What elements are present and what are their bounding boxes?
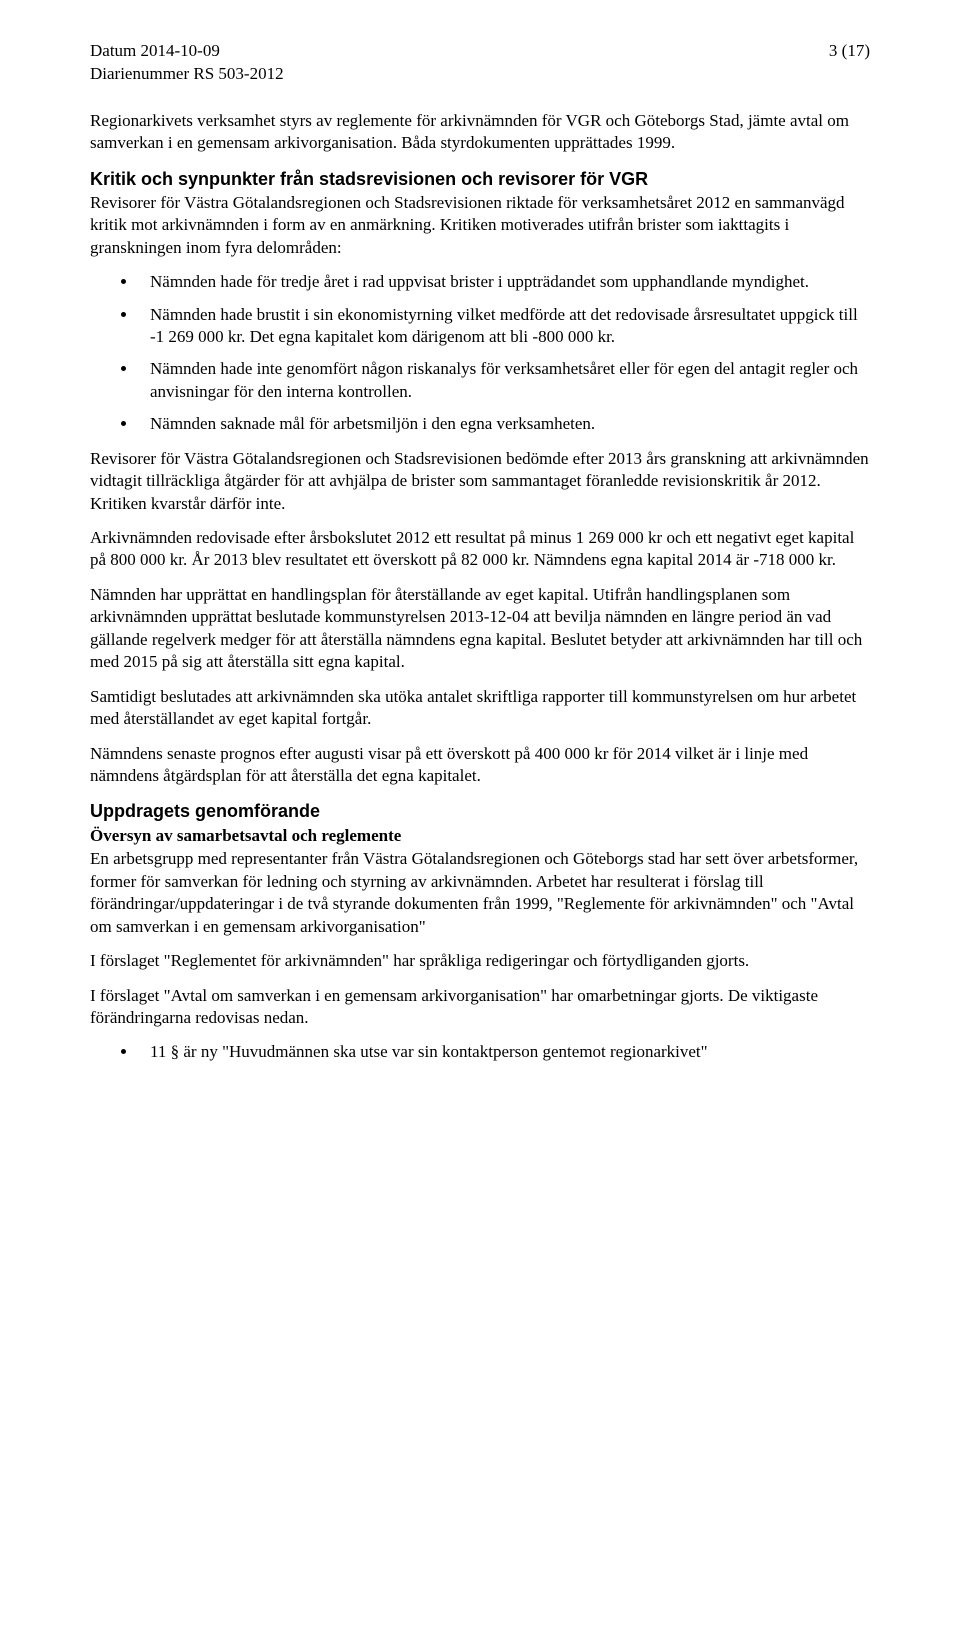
header-left: Datum 2014-10-09 Diarienummer RS 503-201… (90, 40, 284, 86)
list-item: Nämnden hade för tredje året i rad uppvi… (138, 271, 870, 293)
list-item: Nämnden saknade mål för arbetsmiljön i d… (138, 413, 870, 435)
kritik-p4: Nämnden har upprättat en handlingsplan f… (90, 584, 870, 674)
kritik-p2: Revisorer för Västra Götalandsregionen o… (90, 448, 870, 515)
kritik-p5: Samtidigt beslutades att arkivnämnden sk… (90, 686, 870, 731)
kritik-p6: Nämndens senaste prognos efter augusti v… (90, 743, 870, 788)
section-heading-uppdrag: Uppdragets genomförande (90, 801, 870, 822)
list-item: Nämnden hade inte genomfört någon riskan… (138, 358, 870, 403)
uppdrag-p2: I förslaget "Reglementet för arkivnämnde… (90, 950, 870, 972)
list-item: 11 § är ny "Huvudmännen ska utse var sin… (138, 1041, 870, 1063)
uppdrag-bullet-list: 11 § är ny "Huvudmännen ska utse var sin… (90, 1041, 870, 1063)
header-page-number: 3 (17) (829, 40, 870, 86)
header-date: Datum 2014-10-09 (90, 40, 284, 63)
page-header: Datum 2014-10-09 Diarienummer RS 503-201… (90, 40, 870, 86)
list-item: Nämnden hade brustit i sin ekonomistyrni… (138, 304, 870, 349)
sub-heading-oversyn: Översyn av samarbetsavtal och reglemente (90, 826, 870, 846)
kritik-p1: Revisorer för Västra Götalandsregionen o… (90, 192, 870, 259)
kritik-bullet-list: Nämnden hade för tredje året i rad uppvi… (90, 271, 870, 436)
kritik-p3: Arkivnämnden redovisade efter årsbokslut… (90, 527, 870, 572)
section-heading-kritik: Kritik och synpunkter från stadsrevision… (90, 169, 870, 190)
header-reference: Diarienummer RS 503-2012 (90, 63, 284, 86)
document-page: Datum 2014-10-09 Diarienummer RS 503-201… (0, 0, 960, 1136)
uppdrag-p3: I förslaget "Avtal om samverkan i en gem… (90, 985, 870, 1030)
uppdrag-p1: En arbetsgrupp med representanter från V… (90, 848, 870, 938)
intro-paragraph: Regionarkivets verksamhet styrs av regle… (90, 110, 870, 155)
